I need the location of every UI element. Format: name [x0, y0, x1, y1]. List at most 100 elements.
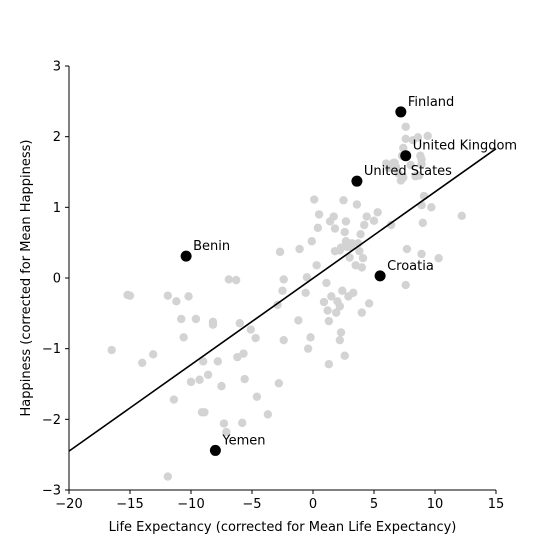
y-axis-label: Happiness (corrected for Mean Happiness): [19, 139, 34, 416]
data-point: [340, 227, 349, 237]
data-point: [295, 244, 304, 254]
data-point: [406, 160, 415, 170]
data-point: [231, 275, 241, 285]
data-point: [417, 249, 426, 259]
fit-line-layer: [68, 148, 497, 452]
data-point: [399, 143, 408, 153]
data-point: [364, 299, 374, 308]
data-point: [356, 229, 365, 239]
data-point: [335, 302, 345, 311]
data-point: [200, 408, 209, 417]
data-point: [330, 224, 340, 233]
y-tick-label: −1: [42, 342, 61, 357]
y-tick-label: 0: [53, 272, 61, 287]
highlighted-points: Finland United Kingdom United States Benin C…: [180, 95, 517, 456]
data-point: [399, 173, 408, 182]
data-point: [279, 275, 288, 284]
data-point: [362, 212, 371, 221]
data-point: [233, 352, 242, 362]
data-point: [279, 335, 288, 345]
data-point: [224, 275, 234, 284]
data-point: [417, 160, 426, 169]
data-point: [240, 374, 249, 384]
data-point: [310, 195, 319, 204]
x-tick-label: 10: [427, 497, 444, 512]
data-point: [345, 253, 354, 262]
data-point: [163, 291, 173, 300]
data-point: [401, 122, 410, 131]
data-point: [339, 196, 348, 205]
data-point: [357, 263, 366, 272]
data-point: [263, 410, 273, 419]
country-label: United States: [364, 164, 452, 179]
country-label: Benin: [193, 239, 230, 254]
data-point: [347, 239, 357, 248]
data-point: [373, 208, 382, 217]
data-point: [423, 131, 432, 141]
data-point: [319, 297, 329, 307]
data-point: [369, 216, 379, 225]
data-point: [222, 427, 231, 437]
x-tick-label: −20: [55, 497, 82, 512]
data-point: [184, 292, 193, 301]
y-tick-label: 1: [53, 201, 61, 216]
data-point: [338, 286, 347, 295]
data-point: [331, 308, 341, 317]
background-points: [107, 122, 467, 481]
country-label: United Kingdom: [413, 139, 517, 154]
highlighted-point: [374, 270, 386, 282]
y-tick-label: 2: [53, 130, 61, 145]
data-point: [314, 210, 324, 219]
data-point: [274, 379, 284, 388]
data-point: [172, 297, 181, 306]
data-point: [138, 358, 147, 367]
data-point: [312, 261, 321, 270]
data-point: [360, 220, 369, 230]
data-point: [341, 217, 351, 226]
data-point: [217, 381, 226, 391]
data-point: [177, 314, 186, 324]
data-point: [302, 273, 312, 282]
data-point: [335, 335, 345, 345]
data-point: [219, 419, 229, 428]
data-point: [186, 377, 196, 387]
data-point: [427, 203, 436, 212]
country-label: Yemen: [221, 433, 265, 448]
data-point: [313, 223, 323, 233]
data-point: [352, 200, 362, 209]
data-point: [148, 350, 158, 359]
x-tick-label: −10: [177, 497, 204, 512]
data-point: [213, 357, 223, 366]
highlighted-point: [351, 175, 363, 187]
data-point: [163, 472, 173, 481]
data-point: [355, 246, 364, 256]
data-point: [336, 328, 346, 337]
data-point: [323, 306, 332, 315]
data-point: [434, 254, 443, 263]
data-point: [357, 308, 366, 317]
data-point: [303, 344, 313, 353]
data-point: [246, 325, 255, 334]
x-tick-label: −15: [116, 497, 143, 512]
data-point: [418, 218, 427, 228]
data-point: [324, 316, 334, 326]
x-tick-label: 5: [370, 497, 378, 512]
highlighted-point: [209, 444, 221, 456]
data-point: [329, 212, 338, 221]
data-point: [401, 134, 410, 143]
data-point: [208, 320, 218, 329]
data-point: [278, 286, 287, 295]
data-point: [340, 351, 349, 360]
data-point: [294, 316, 303, 325]
data-point: [401, 280, 410, 290]
data-point: [349, 288, 358, 298]
data-point: [252, 392, 262, 401]
data-point: [414, 171, 424, 180]
data-point: [327, 292, 336, 301]
data-point: [413, 133, 423, 142]
x-tick-label: 15: [488, 497, 505, 512]
y-tick-label: −3: [42, 484, 61, 499]
highlighted-point: [395, 106, 407, 118]
data-point: [336, 243, 346, 252]
country-label: Finland: [408, 95, 454, 110]
